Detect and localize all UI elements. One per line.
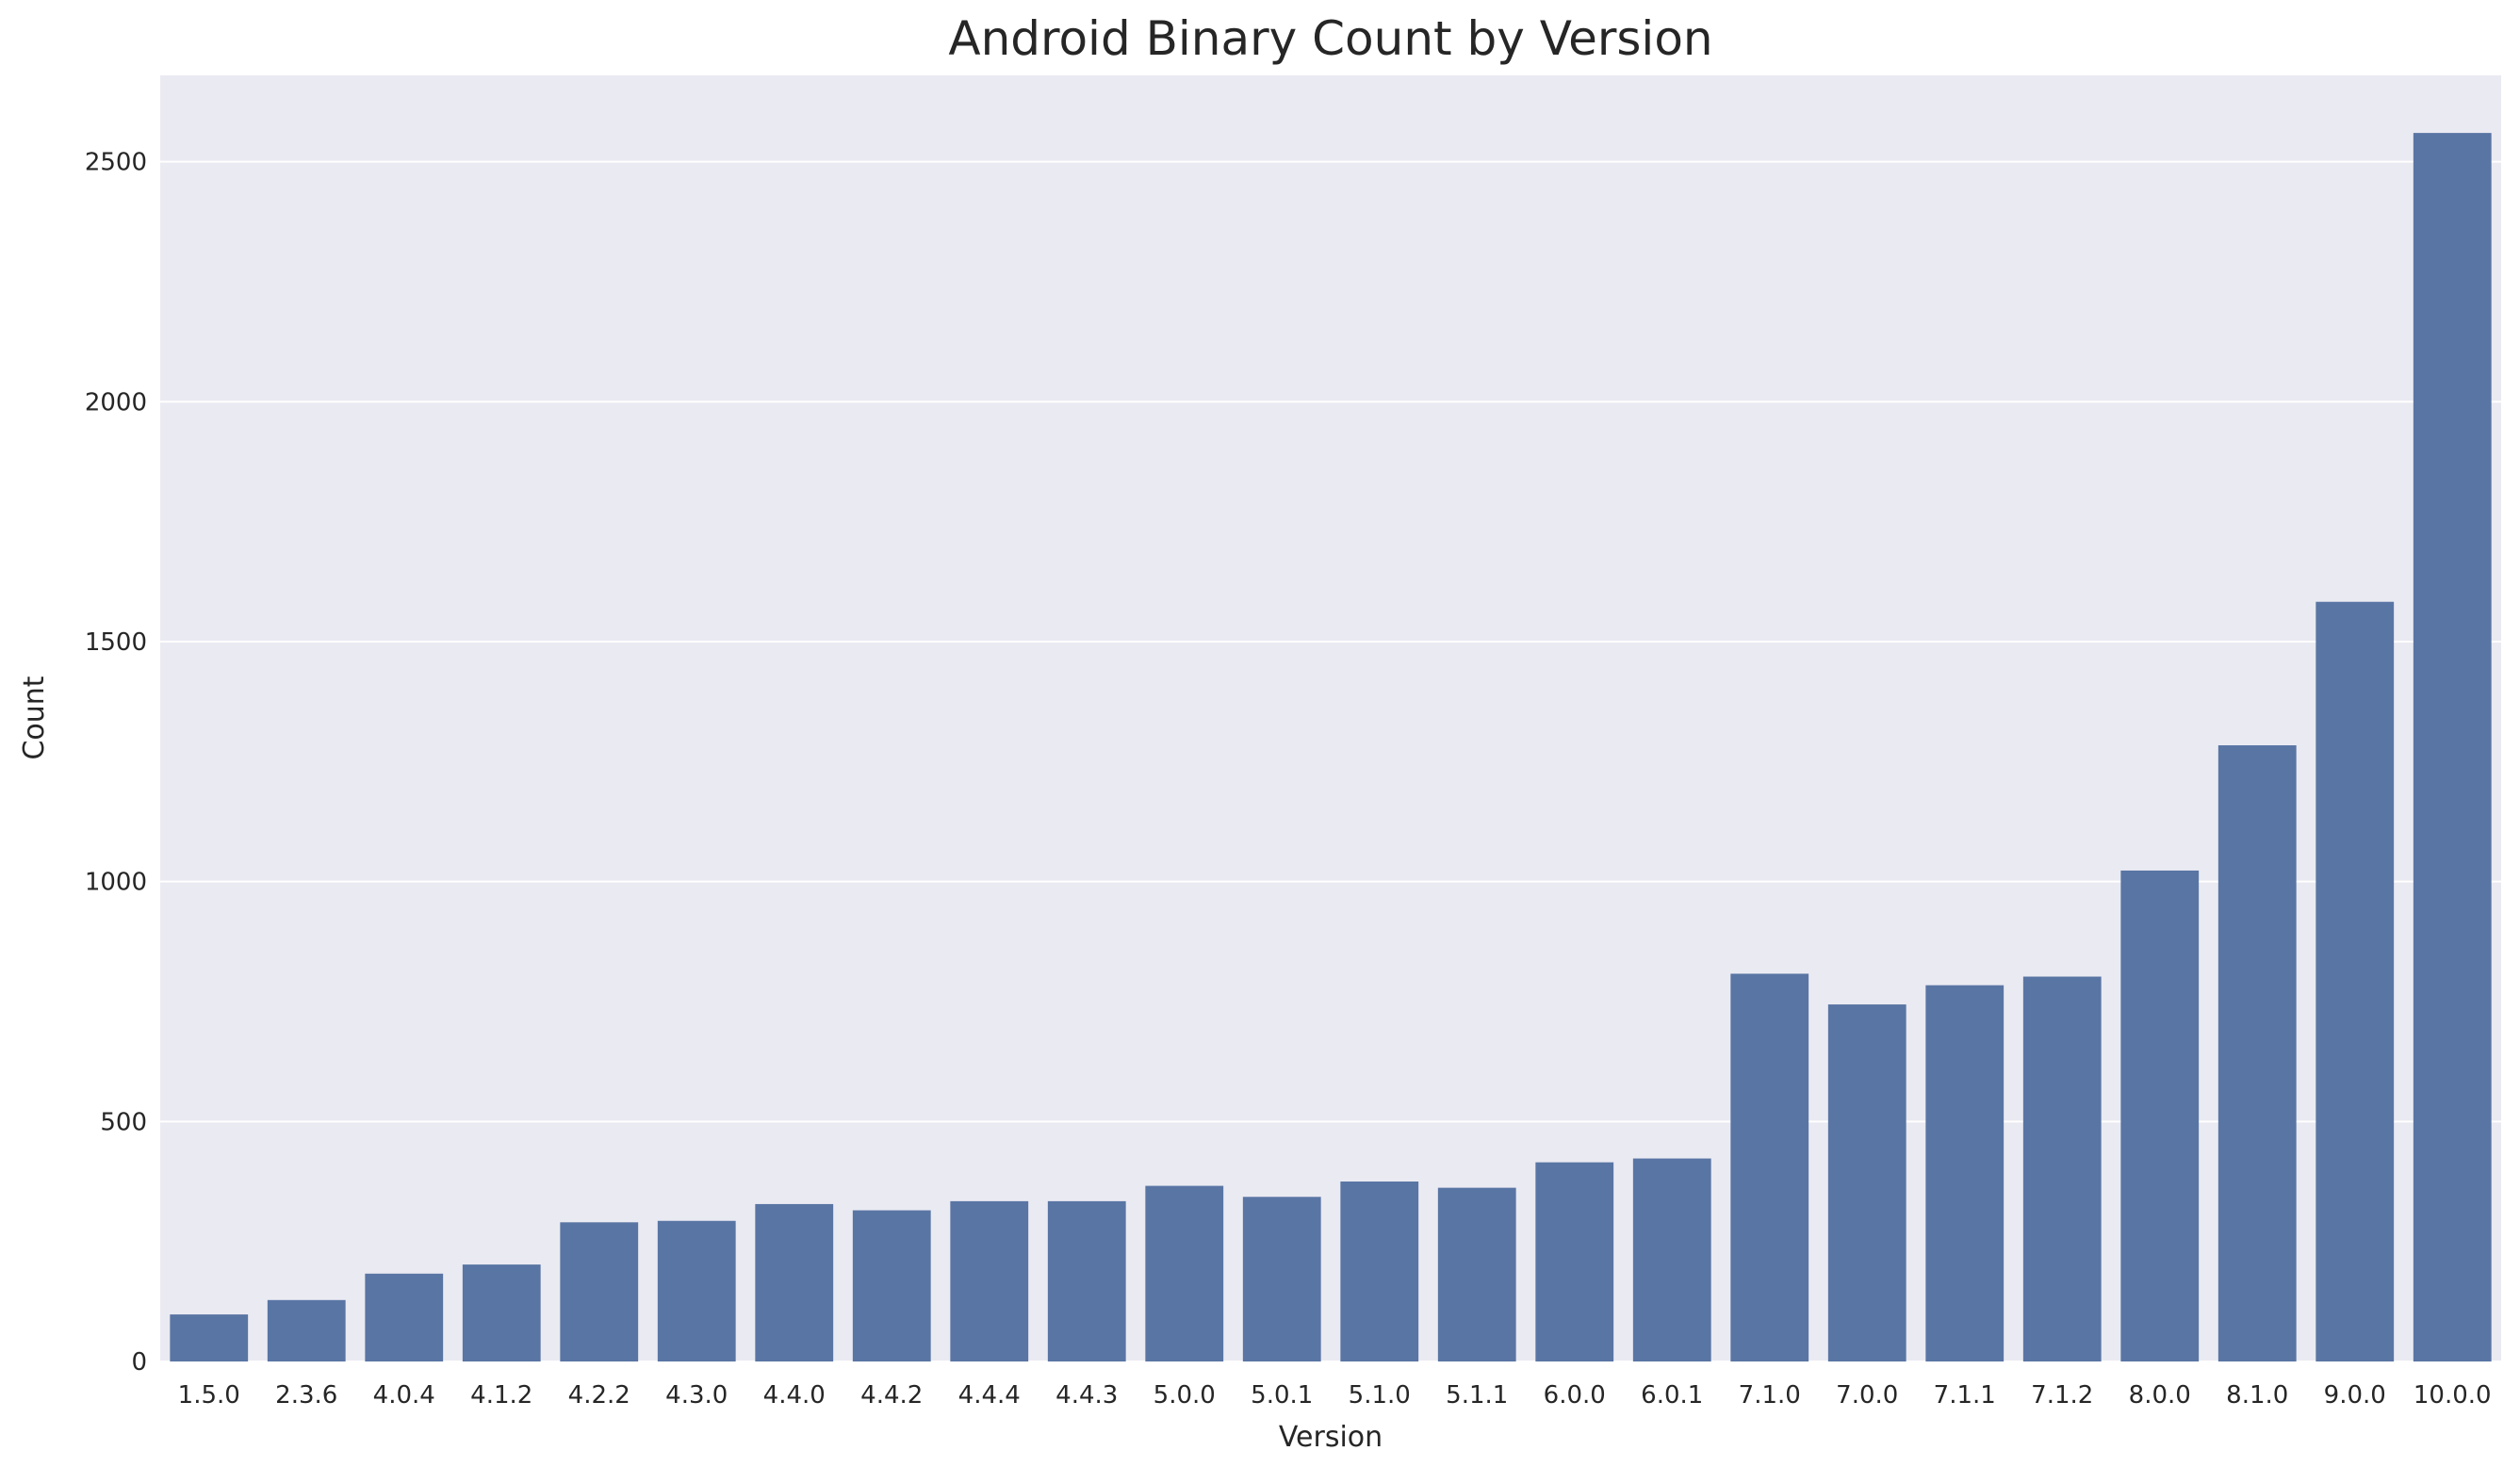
plot-area [160,75,2501,1361]
x-axis-label: Version [1279,1421,1383,1454]
bar-6.0.1 [1632,1158,1711,1361]
x-tick-label-1: 2.3.6 [275,1381,337,1410]
x-tick-label-5: 4.3.0 [665,1381,728,1410]
x-tick-label-9: 4.4.3 [1055,1381,1118,1410]
x-tick-label-10: 5.0.0 [1154,1381,1216,1410]
bar-7.1.2 [2022,976,2102,1361]
x-tick-label-21: 8.1.0 [2226,1381,2288,1410]
bar-5.1.1 [1437,1187,1516,1361]
bar-6.0.0 [1535,1162,1614,1361]
x-tick-label-14: 6.0.0 [1544,1381,1606,1410]
x-tick-label-15: 6.0.1 [1641,1381,1703,1410]
x-tick-label-16: 7.1.0 [1739,1381,1801,1410]
x-tick-label-22: 9.0.0 [2324,1381,2386,1410]
bar-10.0.0 [2413,133,2492,1362]
bar-4.3.0 [657,1220,736,1361]
bar-4.4.3 [1047,1200,1126,1361]
y-axis-label: Count [18,676,51,759]
bar-4.4.4 [950,1200,1029,1361]
y-tick-label-1: 500 [100,1108,147,1136]
bar-8.0.0 [2120,870,2200,1361]
bar-9.0.0 [2315,601,2395,1361]
x-tick-label-18: 7.1.1 [1934,1381,1996,1410]
bar-1.5.0 [170,1314,249,1361]
x-tick-label-7: 4.4.2 [860,1381,923,1410]
x-tick-label-20: 8.0.0 [2129,1381,2191,1410]
bar-5.0.1 [1242,1197,1321,1361]
x-tick-label-11: 5.0.1 [1251,1381,1313,1410]
bar-4.2.2 [560,1222,639,1361]
bar-5.1.0 [1340,1182,1419,1361]
x-tick-label-12: 5.1.0 [1349,1381,1411,1410]
bars [170,133,2492,1362]
x-tick-label-3: 4.1.2 [470,1381,532,1410]
bar-2.3.6 [267,1299,346,1361]
bar-5.0.0 [1145,1185,1224,1361]
x-axis-ticks: 1.5.0 2.3.6 4.0.4 4.1.2 4.2.2 4.3.0 4.4.0 4.4.2… [178,1381,2492,1410]
y-tick-label-4: 2000 [85,388,147,416]
x-tick-label-6: 4.4.0 [763,1381,826,1410]
x-tick-label-19: 7.1.2 [2031,1381,2093,1410]
y-tick-label-3: 1500 [85,628,147,657]
x-tick-label-23: 10.0.0 [2414,1381,2492,1410]
chart-title: Android Binary Count by Version [948,11,1712,66]
x-tick-label-8: 4.4.4 [958,1381,1021,1410]
x-tick-label-2: 4.0.4 [373,1381,435,1410]
bar-4.1.2 [462,1264,541,1361]
x-tick-label-0: 1.5.0 [178,1381,240,1410]
bar-7.1.0 [1730,973,1809,1361]
x-tick-label-4: 4.2.2 [568,1381,630,1410]
bar-4.4.2 [852,1210,931,1361]
bar-8.1.0 [2217,745,2297,1361]
gridlines [160,160,2501,1362]
y-tick-label-5: 2500 [85,149,147,177]
y-tick-label-0: 0 [131,1348,147,1377]
y-axis-ticks: 0 500 1000 1500 2000 2500 [85,149,147,1377]
y-tick-label-2: 1000 [85,869,147,897]
bar-4.0.4 [365,1273,444,1361]
x-tick-label-17: 7.0.0 [1836,1381,1898,1410]
bar-7.1.1 [1925,985,2005,1361]
x-tick-label-13: 5.1.1 [1446,1381,1508,1410]
bar-7.0.0 [1827,1004,1906,1361]
bar-4.4.0 [755,1203,834,1361]
